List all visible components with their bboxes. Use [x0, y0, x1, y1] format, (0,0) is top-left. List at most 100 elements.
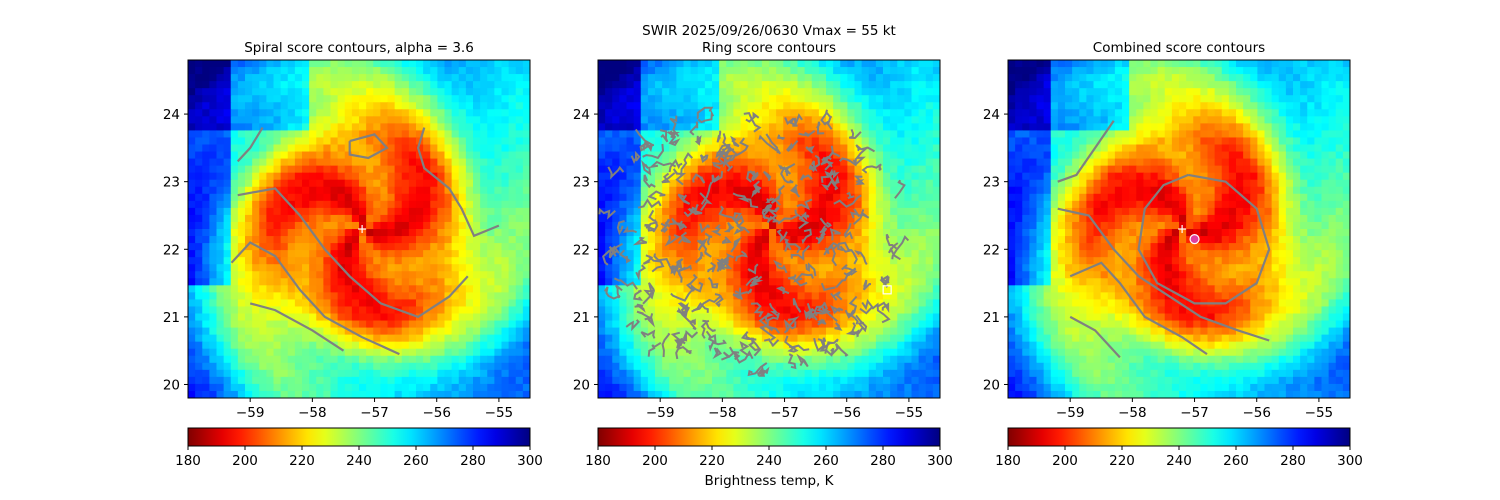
center-marker [1178, 225, 1187, 233]
ring-contour [640, 329, 656, 339]
ring-contour [862, 279, 872, 291]
ring-contour [677, 330, 699, 346]
combined-contour [1057, 207, 1270, 342]
ring-contour [820, 160, 834, 171]
ring-contour [685, 273, 698, 292]
ring-contour [777, 209, 800, 225]
ring-contour [712, 347, 723, 360]
ring-contour [776, 134, 785, 141]
ring-contour [735, 250, 748, 262]
ring-contour [833, 194, 862, 208]
ring-contour [815, 225, 826, 242]
ring-contour [714, 293, 724, 308]
ring-contour [828, 174, 840, 185]
ring-contour [885, 233, 898, 250]
x-tick-label: −58 [298, 405, 327, 421]
x-tick-label: −57 [770, 405, 799, 421]
y-tick-label: 22 [983, 242, 1000, 258]
combined-contour [1057, 120, 1115, 183]
y-tick-label: 21 [163, 310, 180, 326]
ring-contour [835, 267, 857, 289]
ring-contour [747, 263, 759, 275]
ring-contour [697, 242, 712, 258]
x-tick-label: −59 [1056, 405, 1085, 421]
combined-marker [1189, 234, 1200, 245]
colorbar-tick-label: 240 [1166, 453, 1192, 469]
y-tick-label: 21 [983, 310, 1000, 326]
ring-contour [764, 312, 780, 323]
ring-contour [784, 117, 798, 127]
y-tick-label: 24 [573, 107, 590, 123]
ring-contour [846, 191, 855, 199]
x-tick-label: −56 [832, 405, 861, 421]
ring-contour [603, 286, 621, 300]
ring-contour [876, 301, 890, 314]
ring-contour [819, 344, 835, 357]
y-tick-label: 22 [163, 242, 180, 258]
ring-contour [777, 184, 785, 195]
ring-contour [770, 192, 782, 206]
ring-contour [830, 291, 843, 301]
ring-contour [790, 245, 811, 261]
axes-frame [597, 59, 941, 399]
y-tick-label: 23 [573, 175, 590, 191]
ring-contour [691, 301, 709, 313]
x-tick-label: −55 [895, 405, 924, 421]
x-tick-label: −55 [485, 405, 514, 421]
spiral-contour [237, 187, 469, 319]
ring-contour [712, 157, 726, 170]
ring-contour [855, 314, 868, 333]
ring-contour [822, 337, 833, 350]
ring-contour [805, 262, 817, 277]
colorbar-tick-label: 200 [642, 453, 668, 469]
y-tick-label: 24 [983, 107, 1000, 123]
colorbar-tick-label: 220 [1109, 453, 1135, 469]
ring-contour [710, 224, 722, 237]
ring-contour [798, 211, 810, 221]
ring-contour [829, 304, 844, 315]
colorbar-tick-label: 200 [232, 453, 258, 469]
ring-contour [816, 301, 828, 313]
ring-contour [787, 274, 808, 287]
ring-contour [880, 276, 890, 285]
ring-contour [707, 261, 717, 273]
ring-contour [776, 228, 788, 244]
contours [230, 127, 500, 356]
ring-contour [821, 145, 834, 162]
ring-contour [735, 137, 749, 157]
ring-contour [801, 228, 812, 245]
ring-contour [796, 353, 809, 368]
ring-contour [744, 333, 762, 357]
colorbar-tick-label: 280 [870, 453, 896, 469]
x-tick-label: −58 [708, 405, 737, 421]
ring-contour [661, 332, 671, 358]
ring-contour [784, 335, 810, 352]
contours [1057, 120, 1271, 359]
ring-contour [690, 281, 704, 293]
x-tick-label: −57 [360, 405, 389, 421]
ring-contour [622, 225, 637, 234]
ring-contour [813, 337, 825, 353]
panel-spiral: Spiral score contours, alpha = 3.6 −59 −58… [163, 40, 543, 469]
ring-contour [821, 151, 841, 164]
ring-contour [618, 249, 632, 264]
ring-contour [721, 346, 735, 361]
ring-contour [743, 111, 762, 133]
ring-contour [696, 106, 714, 120]
colorbar-tick-label: 280 [460, 453, 486, 469]
ring-contour [804, 302, 817, 316]
ring-contour [790, 183, 801, 198]
ring-contour [750, 302, 764, 318]
ring-contour [651, 258, 671, 273]
ring-contour [630, 150, 641, 164]
ring-contour [805, 145, 815, 154]
ring-contour [637, 198, 662, 209]
ring-contour [765, 196, 775, 203]
ring-contour [852, 209, 870, 226]
colorbar-tick-label: 180 [175, 453, 201, 469]
colorbar-tick-label: 300 [927, 453, 953, 469]
colorbar-tick-label: 280 [1280, 453, 1306, 469]
ring-contour [733, 225, 750, 235]
ring-contour [823, 245, 838, 267]
spiral-contour [236, 127, 264, 163]
